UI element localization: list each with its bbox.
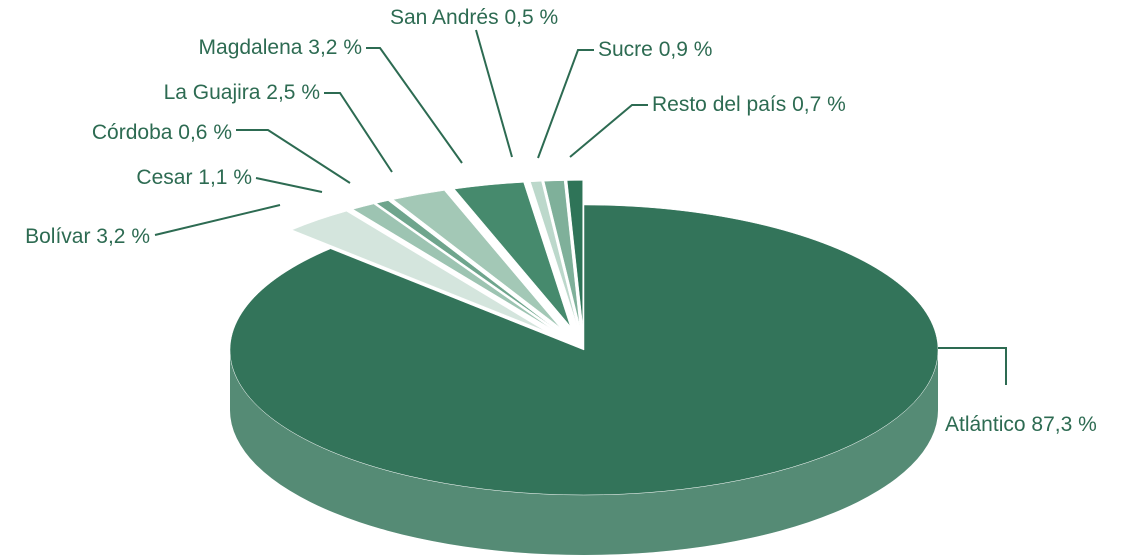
pie-slice	[566, 180, 583, 326]
category-name: Cesar	[136, 166, 192, 189]
category-name: Atlántico	[945, 413, 1026, 436]
leader-line	[324, 92, 393, 173]
leader-line	[236, 129, 351, 184]
slice-label: La Guajira 2,5 %	[164, 81, 320, 104]
slice-label: Magdalena 3,2 %	[199, 36, 362, 59]
pie-slice	[352, 203, 553, 330]
value-label: 0,7 %	[792, 93, 846, 116]
leader-lines	[154, 29, 1007, 385]
slice-label: Resto del país 0,7 %	[652, 93, 846, 116]
leader-line	[475, 29, 513, 158]
pie-slice	[392, 190, 561, 328]
slice-label: Sucre 0,9 %	[598, 38, 712, 61]
value-label: 87,3 %	[1031, 413, 1096, 436]
pie-slice	[375, 200, 555, 329]
value-label: 0,6 %	[178, 121, 232, 144]
pie-slice	[291, 210, 546, 332]
pie-slice	[229, 204, 939, 496]
category-name: Magdalena	[199, 36, 303, 59]
pie-side-shade	[230, 350, 938, 555]
pie-tops	[229, 180, 939, 496]
pie-sides	[230, 350, 938, 555]
leader-line	[366, 47, 463, 164]
category-name: Sucre	[598, 38, 653, 61]
leader-line	[938, 347, 1007, 385]
labels: Atlántico 87,3 % Bolívar 3,2 % Cesar 1,1 %…	[25, 6, 1097, 436]
leader-line	[154, 204, 281, 236]
slice-label: Bolívar 3,2 %	[25, 225, 150, 248]
slice-label: Atlántico 87,3 %	[945, 413, 1097, 436]
pie-slice	[543, 180, 580, 326]
leader-line	[569, 104, 648, 158]
value-label: 0,5 %	[504, 6, 558, 29]
leader-line	[255, 177, 323, 193]
slice-label: San Andrés 0,5 %	[390, 6, 558, 29]
pie-slice	[530, 181, 578, 326]
category-name: La Guajira	[164, 81, 261, 104]
pie-side	[230, 350, 938, 555]
slice-label: Cesar 1,1 %	[136, 166, 252, 189]
pie-slice	[453, 182, 571, 327]
value-label: 2,5 %	[266, 81, 320, 104]
category-name: Bolívar	[25, 225, 90, 248]
value-label: 3,2 %	[308, 36, 362, 59]
value-label: 3,2 %	[96, 225, 150, 248]
category-name: Córdoba	[92, 121, 173, 144]
value-label: 0,9 %	[659, 38, 713, 61]
category-name: San Andrés	[390, 6, 499, 29]
slice-label: Córdoba 0,6 %	[92, 121, 232, 144]
leader-line	[537, 49, 594, 159]
value-label: 1,1 %	[198, 166, 252, 189]
category-name: Resto del país	[652, 93, 786, 116]
